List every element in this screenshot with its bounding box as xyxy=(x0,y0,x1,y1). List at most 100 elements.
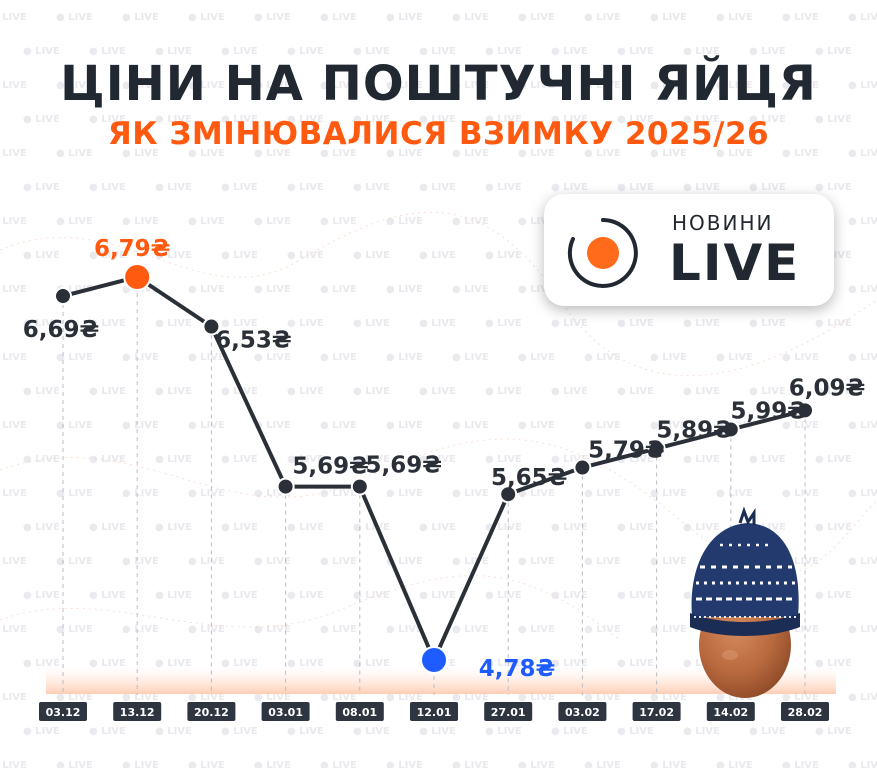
watermark-text: ● LIVE xyxy=(320,284,357,295)
watermark-text: ● LIVE xyxy=(254,216,291,227)
watermark-text: ● LIVE xyxy=(815,454,852,465)
watermark-text: ● LIVE xyxy=(155,454,192,465)
x-tick-label: 08.01 xyxy=(342,706,377,719)
watermark-text: ● LIVE xyxy=(221,590,258,601)
watermark-text: ● LIVE xyxy=(254,284,291,295)
chart-title: ЦІНИ НА ПОШТУЧНІ ЯЙЦЯ xyxy=(60,56,817,112)
watermark-text: ● LIVE xyxy=(56,488,93,499)
background-decor xyxy=(0,211,877,641)
watermark-text: ● LIVE xyxy=(23,46,60,57)
watermark-text: ● LIVE xyxy=(650,80,687,91)
watermark-text: ● LIVE xyxy=(518,488,555,499)
value-labels: 6,69₴ 6,79₴ 6,53₴ 5,69₴5,69₴ 4,78₴ 5,65₴ 5,79₴… xyxy=(23,236,866,682)
watermark-text: ● LIVE xyxy=(584,624,621,635)
x-tick-label: 14.02 xyxy=(713,706,748,719)
watermark-text: ● LIVE xyxy=(89,658,126,669)
watermark-text: ● LIVE xyxy=(815,658,852,669)
watermark-text: ● LIVE xyxy=(782,12,819,23)
watermark-text: ● LIVE xyxy=(287,522,324,533)
watermark-text: ● LIVE xyxy=(452,12,489,23)
watermark-text: ● LIVE xyxy=(0,80,27,91)
watermark-text: ● LIVE xyxy=(353,182,390,193)
watermark-text: ● LIVE xyxy=(716,80,753,91)
watermark-text: ● LIVE xyxy=(122,12,159,23)
value-label: 5,89₴ xyxy=(656,417,733,443)
data-point xyxy=(350,477,369,496)
watermark-text: ● LIVE xyxy=(254,760,291,768)
value-label: 5,99₴ xyxy=(731,398,808,424)
watermark-text: ● LIVE xyxy=(782,624,819,635)
watermark-text: ● LIVE xyxy=(749,726,786,737)
watermark-text: ● LIVE xyxy=(683,114,720,125)
watermark-text: ● LIVE xyxy=(518,80,555,91)
watermark-text: ● LIVE xyxy=(287,658,324,669)
watermark-text: ● LIVE xyxy=(122,216,159,227)
logo-top-text: НОВИНИ xyxy=(672,211,774,235)
watermark-text: ● LIVE xyxy=(617,114,654,125)
watermark-text: ● LIVE xyxy=(56,556,93,567)
watermark-text: ● LIVE xyxy=(0,352,27,363)
watermark-text: ● LIVE xyxy=(716,148,753,159)
watermark-text: ● LIVE xyxy=(155,522,192,533)
watermark-text: ● LIVE xyxy=(122,692,159,703)
watermark-text: ● LIVE xyxy=(0,556,27,567)
watermark-text: ● LIVE xyxy=(221,522,258,533)
watermark-text: ● LIVE xyxy=(452,556,489,567)
watermark-text: ● LIVE xyxy=(551,454,588,465)
x-tick-label: 12.01 xyxy=(417,706,452,719)
watermark-text: ● LIVE xyxy=(683,46,720,57)
watermark-text: ● LIVE xyxy=(584,80,621,91)
watermark-text: ● LIVE xyxy=(353,522,390,533)
egg-in-hat-illustration xyxy=(690,506,800,698)
watermark-text: ● LIVE xyxy=(254,148,291,159)
watermark-text: ● LIVE xyxy=(518,216,555,227)
watermark-text: ● LIVE xyxy=(155,590,192,601)
data-point xyxy=(420,646,448,674)
watermark-text: ● LIVE xyxy=(320,148,357,159)
watermark-text: ● LIVE xyxy=(452,488,489,499)
value-label: 6,53₴ xyxy=(215,328,292,354)
watermark-text: ● LIVE xyxy=(551,386,588,397)
watermark-text: ● LIVE xyxy=(518,556,555,567)
watermark-text: ● LIVE xyxy=(584,556,621,567)
watermark-text: ● LIVE xyxy=(0,692,27,703)
watermark-text: ● LIVE xyxy=(518,12,555,23)
watermark-text: ● LIVE xyxy=(221,114,258,125)
watermark-text: ● LIVE xyxy=(122,760,159,768)
watermark-text: ● LIVE xyxy=(452,148,489,159)
x-tick: 03.12 xyxy=(39,702,87,721)
watermark-text: ● LIVE xyxy=(485,182,522,193)
watermark-text: ● LIVE xyxy=(386,488,423,499)
x-tick: 28.02 xyxy=(781,702,829,721)
watermark-text: ● LIVE xyxy=(650,760,687,768)
watermark-text: ● LIVE xyxy=(23,318,60,329)
watermark-text: ● LIVE xyxy=(815,522,852,533)
watermark-text: ● LIVE xyxy=(485,454,522,465)
chart-subtitle: ЯК ЗМІНЮВАЛИСЯ ВЗИМКУ 2025/26 xyxy=(107,116,770,152)
watermark-text: ● LIVE xyxy=(386,760,423,768)
watermark-text: ● LIVE xyxy=(320,352,357,363)
watermark-text: ● LIVE xyxy=(353,114,390,125)
watermark-text: ● LIVE xyxy=(353,250,390,261)
watermark-text: ● LIVE xyxy=(23,658,60,669)
watermark-text: ● LIVE xyxy=(782,488,819,499)
watermark-text: ● LIVE xyxy=(221,318,258,329)
watermark-text: ● LIVE xyxy=(353,318,390,329)
watermark-text: ● LIVE xyxy=(683,658,720,669)
watermark-text: ● LIVE xyxy=(386,556,423,567)
x-tick: 03.02 xyxy=(558,702,607,721)
x-tick-label: 03.01 xyxy=(268,706,303,719)
watermark-text: ● LIVE xyxy=(650,148,687,159)
x-tick-label: 27.01 xyxy=(491,706,526,719)
watermark-text: ● LIVE xyxy=(584,148,621,159)
watermark-text: ● LIVE xyxy=(386,624,423,635)
watermark-text: ● LIVE xyxy=(188,352,225,363)
watermark-text: ● LIVE xyxy=(0,420,27,431)
watermark-text: ● LIVE xyxy=(716,12,753,23)
watermark-text: ● LIVE xyxy=(815,590,852,601)
watermark-text: ● LIVE xyxy=(782,692,819,703)
watermark-text: ● LIVE xyxy=(320,80,357,91)
watermark-text: ● LIVE xyxy=(89,386,126,397)
watermark-text: ● LIVE xyxy=(452,80,489,91)
watermark-text: ● LIVE xyxy=(551,726,588,737)
